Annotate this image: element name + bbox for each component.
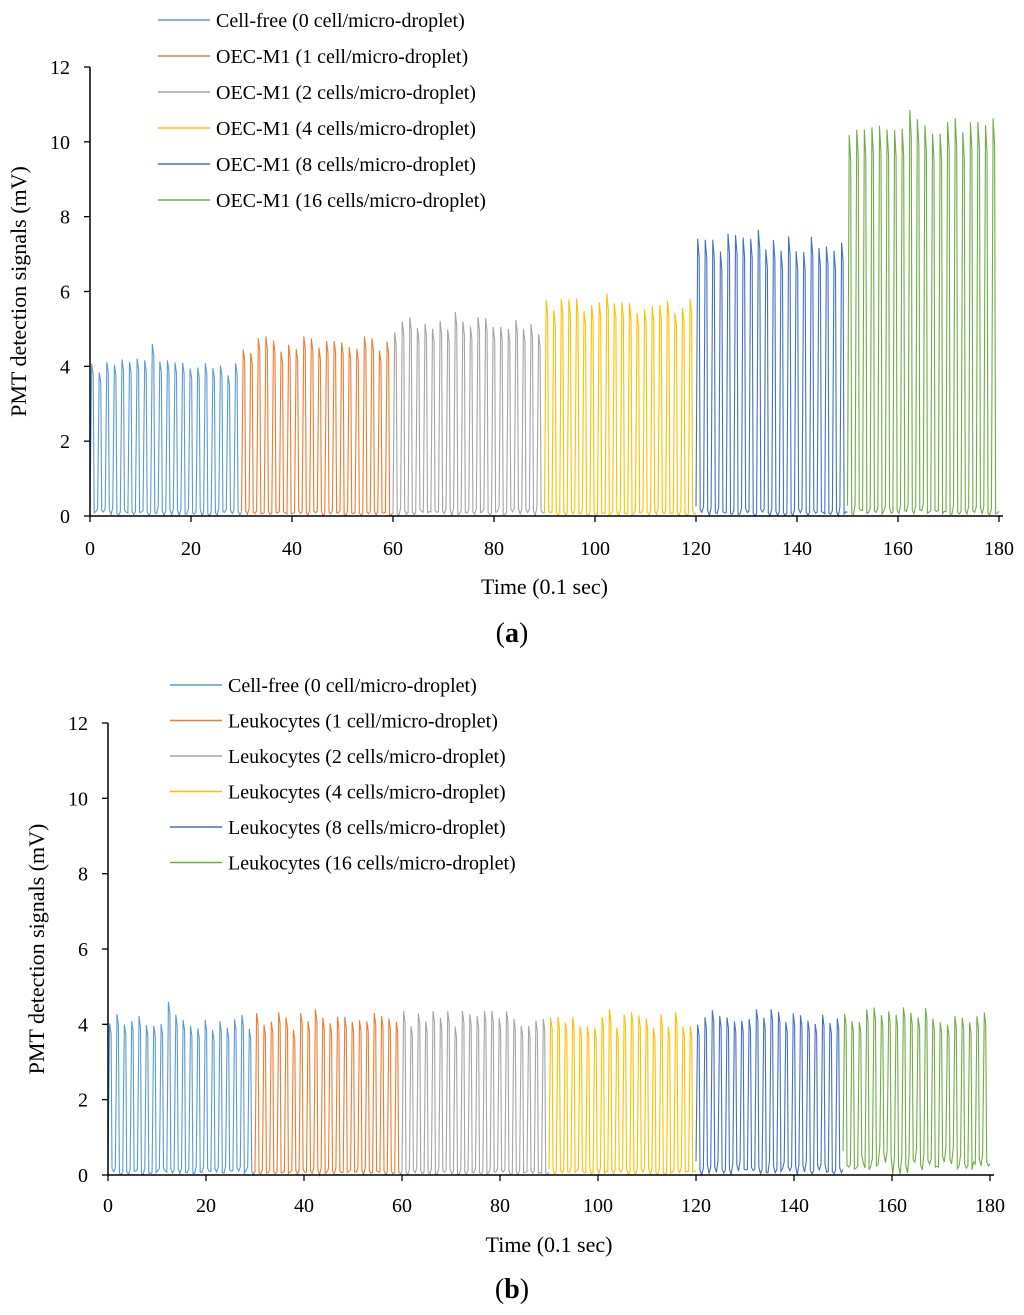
y-tick-label: 6 <box>60 282 70 304</box>
y-tick-label: 12 <box>50 57 70 79</box>
legend-entry-5: OEC-M1 (16 cells/micro-droplet) <box>216 190 486 212</box>
x-tick-label: 0 <box>103 1195 113 1217</box>
legend-entry-4: OEC-M1 (8 cells/micro-droplet) <box>216 154 476 176</box>
series-line-b-0 <box>107 1001 256 1176</box>
panel-label-a: (a) <box>495 618 529 649</box>
series-line-b-5 <box>842 1007 991 1175</box>
series-line-a-4 <box>695 229 848 518</box>
legend-entry-5: Leukocytes (16 cells/micro-droplet) <box>228 853 516 875</box>
x-tick-label: 120 <box>681 1195 711 1217</box>
legend-entry-3: Leukocytes (4 cells/micro-droplet) <box>228 782 506 804</box>
legend-entry-2: Leukocytes (2 cells/micro-droplet) <box>228 746 506 768</box>
x-tick-label: 140 <box>782 538 812 560</box>
y-tick-label: 8 <box>60 207 70 229</box>
x-tick-label: 140 <box>779 1195 809 1217</box>
x-tick-label: 180 <box>984 538 1014 560</box>
y-tick-label: 0 <box>60 506 70 528</box>
y-tick-label: 10 <box>50 132 70 154</box>
legend-entry-1: OEC-M1 (1 cell/micro-droplet) <box>216 46 468 68</box>
x-tick-label: 80 <box>490 1195 510 1217</box>
series-line-b-4 <box>695 1009 844 1177</box>
x-tick-label: 20 <box>181 538 201 560</box>
x-tick-label: 0 <box>85 538 95 560</box>
panel-label-b: (b) <box>494 1274 530 1305</box>
series-line-a-5 <box>846 109 1000 516</box>
x-tick-label: 40 <box>294 1195 314 1217</box>
series-line-a-0 <box>89 343 242 518</box>
y-tick-label: 6 <box>78 939 88 961</box>
series-line-a-3 <box>543 293 697 518</box>
y-tick-label: 4 <box>60 356 70 378</box>
x-tick-label: 20 <box>196 1195 216 1217</box>
legend-entry-4: Leukocytes (8 cells/micro-droplet) <box>228 817 506 839</box>
x-tick-label: 160 <box>883 538 913 560</box>
chart-panel-a: 0 2 4 6 8 10 12 0 20 40 60 80 100 120 140 160 180 Time (0… <box>6 10 1014 649</box>
x-tick-label: 40 <box>282 538 302 560</box>
x-tick-label: 100 <box>580 538 610 560</box>
y-tick-label: 2 <box>60 431 70 453</box>
y-tick-label: 10 <box>68 788 88 810</box>
legend-entry-1: Leukocytes (1 cell/micro-droplet) <box>228 711 498 733</box>
y-tick-label: 4 <box>78 1014 88 1036</box>
legend-entry-2: OEC-M1 (2 cells/micro-droplet) <box>216 82 476 104</box>
x-tick-label: 60 <box>392 1195 412 1217</box>
x-tick-label: 120 <box>681 538 711 560</box>
legend-entry-3: OEC-M1 (4 cells/micro-droplet) <box>216 118 476 140</box>
y-axis-label: PMT detection signals (mV) <box>6 166 31 417</box>
x-tick-label: 180 <box>975 1195 1005 1217</box>
x-tick-label: 60 <box>383 538 403 560</box>
legend-entry-0: Cell-free (0 cell/micro-droplet) <box>228 675 477 697</box>
series-line-a-2 <box>392 312 545 518</box>
x-axis-label: Time (0.1 sec) <box>486 1232 613 1257</box>
chart-panel-b: 0 2 4 6 8 10 12 0 20 40 60 80 100 120 140 160 180 Time (0… <box>0 660 1024 1315</box>
x-tick-label: 80 <box>484 538 504 560</box>
x-tick-label: 160 <box>877 1195 907 1217</box>
x-tick-label: 100 <box>583 1195 613 1217</box>
series-line-b-3 <box>548 1009 697 1177</box>
y-tick-label: 2 <box>78 1090 88 1112</box>
y-tick-label: 0 <box>78 1165 88 1187</box>
series-line-b-1 <box>254 1009 403 1178</box>
y-tick-label: 8 <box>78 864 88 886</box>
series-line-a-1 <box>240 336 394 518</box>
y-axis-label: PMT detection signals (mV) <box>24 824 49 1075</box>
series-line-b-2 <box>401 1011 550 1177</box>
y-tick-label: 12 <box>68 713 88 735</box>
legend-entry-0: Cell-free (0 cell/micro-droplet) <box>216 10 465 32</box>
x-axis-label: Time (0.1 sec) <box>481 574 608 599</box>
